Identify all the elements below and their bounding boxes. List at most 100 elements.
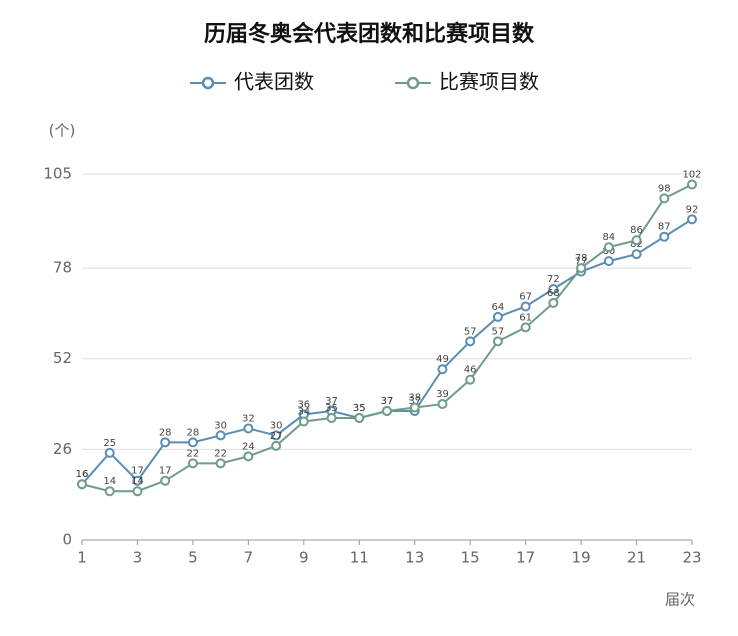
y-tick-label: 26 [53,440,72,458]
point [492,336,503,347]
series-line [81,218,693,485]
point [687,179,697,190]
value-label: 16 [76,469,89,480]
value-label: 68 [547,288,560,299]
value-label: 84 [602,232,615,243]
value-label: 78 [575,253,588,264]
x-tick-label: 11 [350,549,369,567]
point [215,458,226,469]
value-label: 14 [131,476,144,487]
value-label: 30 [270,420,283,431]
y-tick-label: 105 [43,165,72,183]
value-label: 46 [464,365,477,376]
point [409,402,420,413]
point [520,322,531,333]
point [132,486,143,497]
point [465,336,476,347]
point [132,475,143,486]
value-label: 36 [297,400,310,411]
y-tick-label: 78 [53,259,72,277]
value-label: 67 [519,291,532,302]
y-axis-label: (个) [49,122,76,140]
value-label: 24 [242,441,255,452]
point [104,447,115,458]
x-tick-label: 7 [244,549,254,567]
legend-marker [406,76,420,90]
point [465,374,476,385]
point [215,430,226,441]
value-label: 61 [519,312,532,323]
point [77,479,87,490]
point [492,311,503,322]
y-tick-label: 52 [53,349,72,367]
point [243,451,254,462]
point [382,406,392,417]
value-label: 32 [242,413,255,424]
x-tick-label: 5 [188,549,198,567]
point [437,364,448,375]
value-label: 57 [464,326,477,337]
x-tick-label: 15 [461,549,480,567]
x-tick-label: 9 [299,549,309,567]
value-label: 37 [325,396,338,407]
point [104,486,115,497]
value-label: 57 [492,326,505,337]
legend-marker [201,76,215,90]
value-label: 37 [381,396,394,407]
value-label: 72 [547,274,560,285]
value-label: 92 [686,204,699,215]
x-axis-label: 届次 [665,591,695,609]
value-label: 102 [682,169,701,180]
point [160,475,171,486]
value-label: 27 [270,431,283,442]
legend-label: 代表团数 [234,70,314,94]
point [243,423,254,434]
point [298,416,309,427]
value-label: 86 [630,225,643,236]
y-tick-label: 0 [62,531,72,549]
value-label: 17 [131,466,144,477]
x-tick-label: 19 [572,549,591,567]
value-label: 35 [325,403,338,414]
value-label: 38 [408,393,421,404]
point [659,231,670,242]
chart-title: 历届冬奥会代表团数和比赛项目数 [204,21,535,47]
point [437,399,448,410]
value-label: 14 [103,476,116,487]
value-label: 77 [575,257,588,268]
value-label: 98 [658,183,671,194]
point [271,430,282,441]
point [687,214,697,225]
x-tick-label: 13 [405,549,424,567]
point [354,413,365,423]
value-label: 49 [436,354,449,365]
x-tick-label: 1 [77,549,87,567]
value-label: 37 [381,396,394,407]
point [160,437,171,448]
point [271,440,282,451]
value-label: 35 [353,403,366,414]
value-label: 87 [658,222,671,233]
point [576,263,587,274]
value-label: 25 [103,438,116,449]
x-tick-label: 23 [682,549,701,567]
value-label: 30 [214,420,227,431]
value-label: 22 [187,448,200,459]
point [187,437,198,448]
x-tick-label: 17 [516,549,535,567]
value-label: 64 [492,302,505,313]
point [548,284,559,295]
value-label: 17 [159,466,172,477]
value-label: 34 [297,406,310,417]
point [326,413,337,423]
x-tick-label: 21 [627,549,646,567]
value-label: 35 [353,403,366,414]
point [631,235,642,246]
point [631,249,642,260]
value-label: 22 [214,448,227,459]
legend-label: 比赛项目数 [439,70,539,94]
value-label: 28 [159,427,172,438]
point [603,242,614,253]
point [520,301,531,312]
